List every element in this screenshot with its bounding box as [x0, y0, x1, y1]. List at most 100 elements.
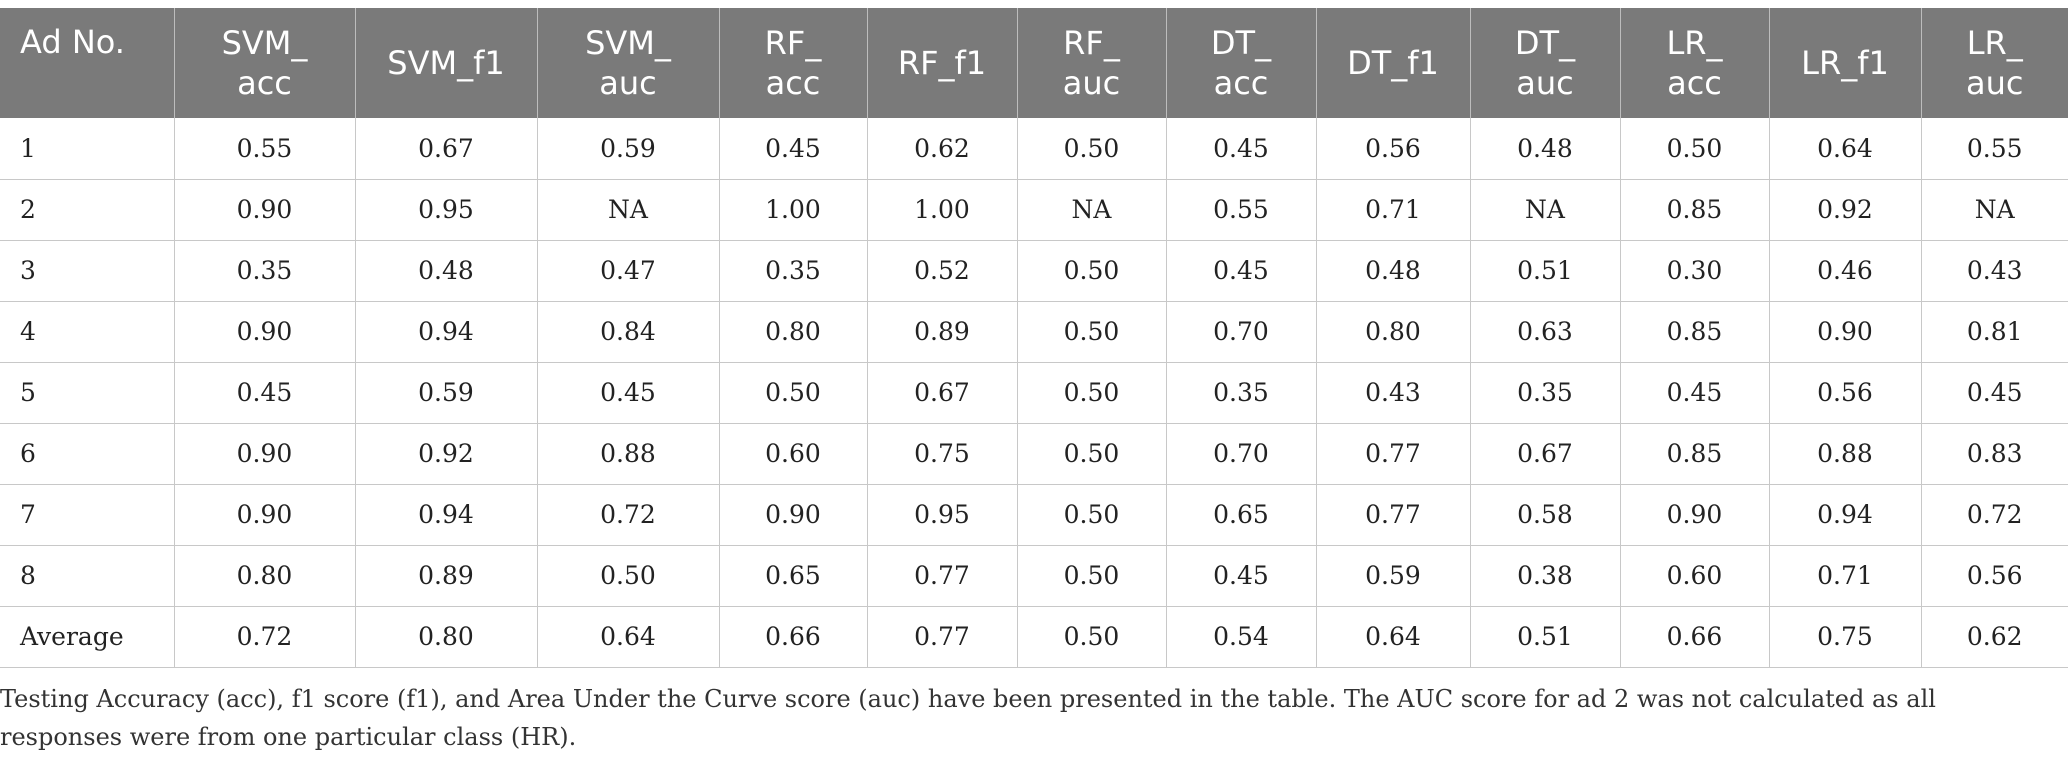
table-cell: 0.72: [174, 606, 356, 668]
table-cell: 0.77: [1316, 484, 1471, 546]
table-cell: 0.94: [355, 301, 538, 363]
table-cell: 0.90: [1620, 484, 1770, 546]
column-header-lr-acc: LR_ acc: [1620, 8, 1770, 118]
table-row: 8 0.80 0.89 0.50 0.65 0.77 0.50 0.45 0.5…: [0, 545, 2068, 607]
table-cell: 0.50: [1017, 240, 1167, 302]
table-cell: NA: [1017, 179, 1167, 241]
table-row: 3 0.35 0.48 0.47 0.35 0.52 0.50 0.45 0.4…: [0, 240, 2068, 302]
table-cell: 0.45: [537, 362, 720, 424]
table-cell: 0.50: [1017, 545, 1167, 607]
table-cell: 0.66: [719, 606, 868, 668]
table-cell: 0.95: [355, 179, 538, 241]
table-cell: 0.85: [1620, 301, 1770, 363]
table-cell: 0.43: [1921, 240, 2068, 302]
table-cell: 0.45: [1166, 118, 1317, 180]
table-cell: 0.92: [355, 423, 538, 485]
table-cell: 0.38: [1470, 545, 1621, 607]
table-cell: 0.45: [174, 362, 356, 424]
column-header-dt-f1: DT_f1: [1316, 8, 1471, 118]
table-cell: 0.55: [174, 118, 356, 180]
table-row: 1 0.55 0.67 0.59 0.45 0.62 0.50 0.45 0.5…: [0, 118, 2068, 180]
table-cell: 0.67: [867, 362, 1018, 424]
table-cell: 1.00: [867, 179, 1018, 241]
table-cell: 0.90: [174, 179, 356, 241]
table-row-average: Average 0.72 0.80 0.64 0.66 0.77 0.50 0.…: [0, 606, 2068, 668]
table-cell: 0.77: [1316, 423, 1471, 485]
table-cell: 0.90: [1769, 301, 1922, 363]
table-cell: 0.35: [1166, 362, 1317, 424]
table-cell: 0.50: [1017, 423, 1167, 485]
table-cell: 0.50: [1017, 118, 1167, 180]
table-cell: 0.35: [174, 240, 356, 302]
table-cell: Average: [0, 606, 175, 668]
table-cell: 0.45: [1166, 545, 1317, 607]
table-cell: 8: [0, 545, 175, 607]
table-cell: 0.50: [1017, 362, 1167, 424]
table-cell: 0.75: [867, 423, 1018, 485]
table-cell: 0.71: [1316, 179, 1471, 241]
table-cell: 0.72: [537, 484, 720, 546]
table-cell: 0.58: [1470, 484, 1621, 546]
table-cell: 0.52: [867, 240, 1018, 302]
table-cell: 0.54: [1166, 606, 1317, 668]
table-cell: 0.80: [719, 301, 868, 363]
table-cell: 0.56: [1316, 118, 1471, 180]
table-cell: 0.90: [174, 301, 356, 363]
table-cell: 0.45: [1921, 362, 2068, 424]
table-cell: 4: [0, 301, 175, 363]
table-cell: 0.60: [719, 423, 868, 485]
table-cell: 0.48: [1316, 240, 1471, 302]
table-footnote: Testing Accuracy (acc), f1 score (f1), a…: [0, 685, 1936, 751]
table-cell: 0.94: [1769, 484, 1922, 546]
table-cell: 0.84: [537, 301, 720, 363]
table-cell: 0.88: [537, 423, 720, 485]
table-cell: 0.83: [1921, 423, 2068, 485]
column-header-dt-auc: DT_ auc: [1470, 8, 1621, 118]
table-cell: 0.81: [1921, 301, 2068, 363]
table-cell: 0.65: [719, 545, 868, 607]
table-cell: 0.64: [1769, 118, 1922, 180]
table-cell: 0.50: [1017, 301, 1167, 363]
column-header-rf-auc: RF_ auc: [1017, 8, 1167, 118]
table-cell: 0.65: [1166, 484, 1317, 546]
table-cell: 0.48: [1470, 118, 1621, 180]
table-cell: 0.62: [867, 118, 1018, 180]
table-cell: 0.45: [719, 118, 868, 180]
table-cell: 0.55: [1921, 118, 2068, 180]
table-cell: 0.75: [1769, 606, 1922, 668]
table-cell: 0.46: [1769, 240, 1922, 302]
table-cell: 0.35: [1470, 362, 1621, 424]
column-header-dt-acc: DT_ acc: [1166, 8, 1317, 118]
table-cell: NA: [1470, 179, 1621, 241]
table-cell: 0.92: [1769, 179, 1922, 241]
table-cell: 0.85: [1620, 179, 1770, 241]
table-cell: 0.59: [537, 118, 720, 180]
table-cell: 0.56: [1921, 545, 2068, 607]
table-cell: 0.67: [1470, 423, 1621, 485]
table-cell: 0.77: [867, 545, 1018, 607]
table-cell: 2: [0, 179, 175, 241]
table-cell: 0.51: [1470, 240, 1621, 302]
table-cell: 0.64: [537, 606, 720, 668]
table-cell: 0.80: [174, 545, 356, 607]
table-cell: 0.50: [537, 545, 720, 607]
table-cell: 5: [0, 362, 175, 424]
table-cell: 7: [0, 484, 175, 546]
column-header-rf-acc: RF_ acc: [719, 8, 868, 118]
table-cell: NA: [1921, 179, 2068, 241]
column-header-ad-no: Ad No.: [0, 8, 175, 118]
table-cell: 0.45: [1620, 362, 1770, 424]
column-header-svm-f1: SVM_f1: [355, 8, 538, 118]
table-cell: 0.50: [1620, 118, 1770, 180]
table-cell: 3: [0, 240, 175, 302]
table-cell: 0.89: [355, 545, 538, 607]
table-cell: 0.85: [1620, 423, 1770, 485]
table-cell: 0.35: [719, 240, 868, 302]
table-cell: 1: [0, 118, 175, 180]
results-table: Ad No. SVM_ acc SVM_f1 SVM_ auc RF_ acc …: [0, 8, 2068, 668]
table-row: 2 0.90 0.95 NA 1.00 1.00 NA 0.55 0.71 NA…: [0, 179, 2068, 241]
table-cell: NA: [537, 179, 720, 241]
table-cell: 0.43: [1316, 362, 1471, 424]
table-row: 5 0.45 0.59 0.45 0.50 0.67 0.50 0.35 0.4…: [0, 362, 2068, 424]
table-cell: 0.51: [1470, 606, 1621, 668]
